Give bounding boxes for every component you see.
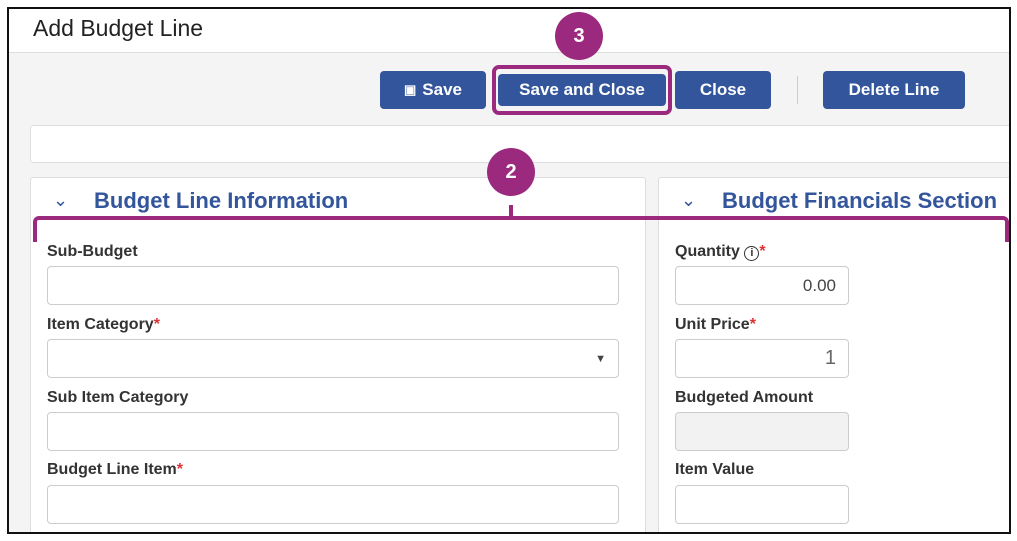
sub-budget-input[interactable] (47, 266, 619, 305)
delete-line-button[interactable]: Delete Line (823, 71, 965, 109)
callout-bracket-right (511, 216, 1009, 242)
sub-item-category-label: Sub Item Category (47, 389, 189, 406)
info-icon[interactable]: i (744, 246, 760, 261)
sub-item-category-input[interactable] (47, 412, 619, 451)
unit-price-label: Unit Price* (675, 316, 756, 333)
caret-down-icon: ▼ (595, 352, 606, 365)
callout-highlight (492, 65, 672, 115)
dialog-title: Add Budget Line (33, 15, 204, 41)
sub-budget-label: Sub-Budget (47, 243, 138, 260)
callout-badge-3: 3 (555, 12, 603, 60)
floppy-disk-icon: ▣ (404, 82, 417, 97)
quantity-label: Quantity i * (675, 243, 766, 261)
chevron-down-icon[interactable]: ⌄ (681, 190, 697, 210)
callout-bracket-stem (509, 205, 513, 219)
save-button[interactable]: ▣ Save (380, 71, 486, 109)
section-title: Budget Line Information (94, 188, 349, 213)
item-value-input[interactable] (675, 485, 849, 524)
callout-badge-2: 2 (487, 148, 535, 196)
section-title: Budget Financials Section (722, 188, 998, 213)
budgeted-amount-label: Budgeted Amount (675, 389, 814, 406)
close-button[interactable]: Close (675, 71, 771, 109)
chevron-down-icon[interactable]: ⌄ (53, 190, 69, 210)
unit-price-input[interactable]: 1 (675, 339, 849, 378)
budget-line-item-label: Budget Line Item* (47, 461, 184, 478)
dialog: Add Budget Line ▣ Save Save and Close Clo… (7, 7, 1011, 534)
budgeted-amount-field (675, 412, 849, 451)
item-category-select[interactable]: ▼ (47, 339, 619, 378)
divider (797, 76, 798, 104)
title-bar: Add Budget Line (9, 9, 1009, 53)
budget-line-item-input[interactable] (47, 485, 619, 524)
save-and-close-button[interactable]: Save and Close (498, 74, 666, 106)
callout-bracket-left (33, 216, 515, 242)
quantity-input[interactable]: 0.00 (675, 266, 849, 305)
item-category-label: Item Category* (47, 316, 160, 333)
item-value-label: Item Value (675, 461, 755, 478)
